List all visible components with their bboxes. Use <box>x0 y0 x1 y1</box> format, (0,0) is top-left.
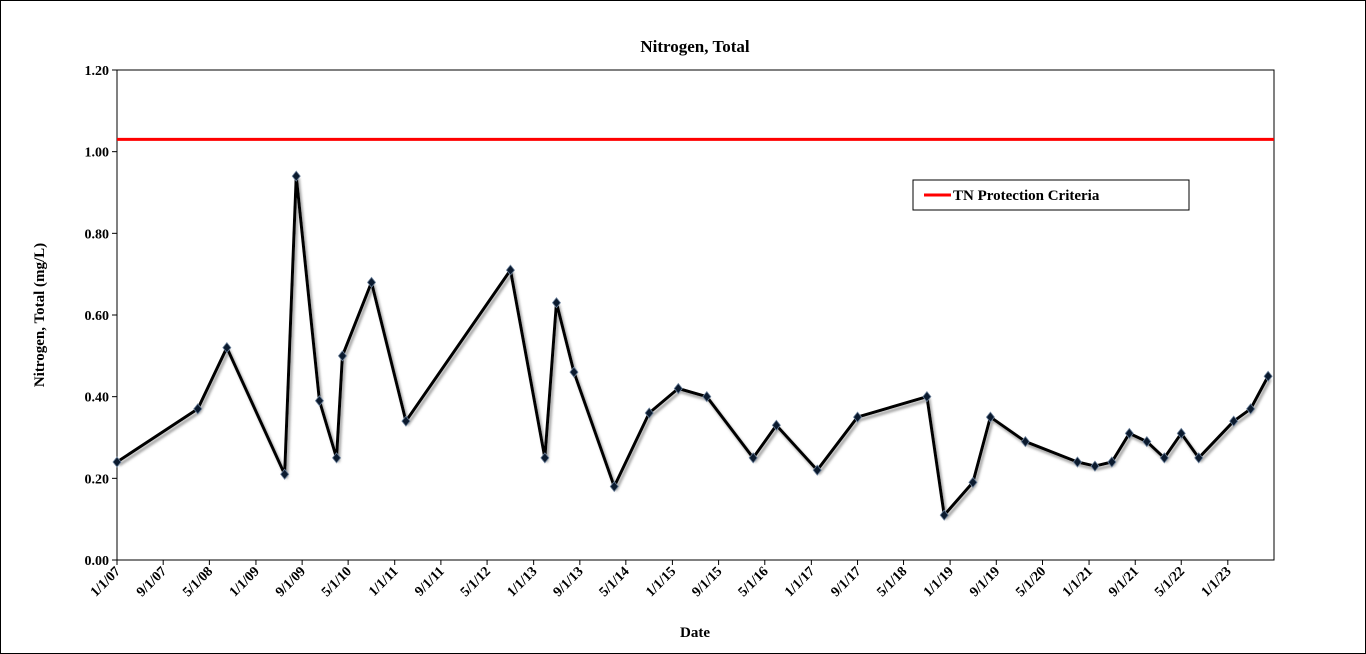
legend-box <box>912 179 1190 211</box>
data-point <box>314 395 324 407</box>
data-point <box>609 480 619 493</box>
data-point <box>1229 415 1239 427</box>
data-point <box>748 452 758 464</box>
data-point <box>193 403 203 415</box>
data-point <box>401 415 411 427</box>
data-point <box>939 509 949 521</box>
data-point <box>291 170 301 182</box>
data-point <box>673 382 683 395</box>
data-point <box>644 407 654 419</box>
x-axis-title: Date <box>680 625 710 641</box>
data-point <box>1263 370 1273 382</box>
data-point <box>1107 456 1117 468</box>
y-tick-label: 0.60 <box>85 309 110 324</box>
data-point <box>112 456 122 468</box>
data-point <box>1246 403 1256 415</box>
data-point <box>853 411 863 423</box>
data-point <box>985 411 995 423</box>
data-point <box>1124 427 1134 440</box>
data-point <box>1020 435 1030 448</box>
data-point <box>505 264 515 276</box>
data-point <box>812 464 822 476</box>
data-point <box>968 476 978 489</box>
data-point <box>1142 435 1152 448</box>
y-tick-label: 0.80 <box>85 227 110 242</box>
data-point <box>280 468 290 480</box>
data-point <box>771 419 781 431</box>
legend-label: TN Protection Criteria <box>953 188 1100 204</box>
data-point <box>222 342 232 354</box>
data-point <box>1176 427 1186 440</box>
chart-title: Nitrogen, Total <box>640 37 750 56</box>
data-point <box>540 452 550 464</box>
data-point <box>367 276 377 288</box>
data-point <box>551 297 561 309</box>
y-tick-label: 1.00 <box>85 146 110 161</box>
data-point <box>922 391 932 403</box>
data-point <box>1194 452 1204 464</box>
data-point <box>1072 456 1082 468</box>
data-point <box>332 452 342 464</box>
y-tick-label: 0.40 <box>85 391 110 406</box>
data-point <box>337 350 347 362</box>
y-tick-label: 1.20 <box>85 64 110 79</box>
data-point <box>1159 452 1169 464</box>
y-tick-label: 0.00 <box>85 554 110 569</box>
data-point <box>569 366 579 378</box>
y-tick-label: 0.20 <box>85 472 110 487</box>
y-axis-title: Nitrogen, Total (mg/L) <box>32 243 48 387</box>
data-point <box>702 391 712 403</box>
data-point <box>1090 460 1100 472</box>
